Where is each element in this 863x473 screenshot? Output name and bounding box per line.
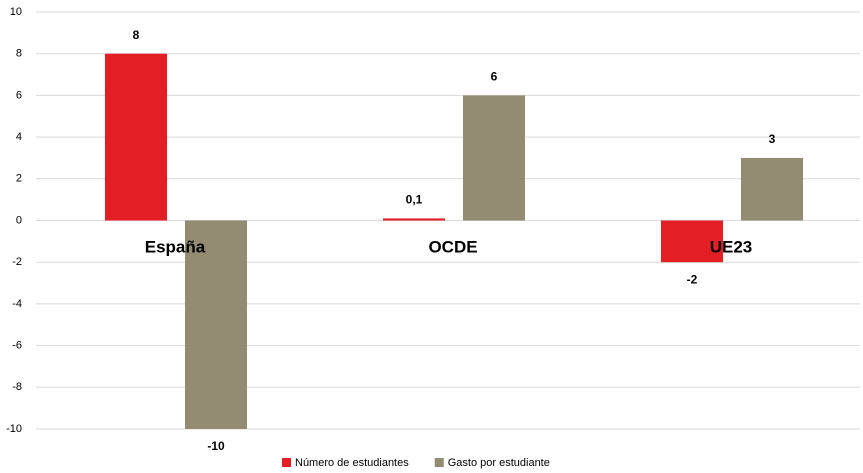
category-label: España	[145, 237, 206, 256]
y-tick-label: 6	[16, 89, 22, 101]
y-tick-label: -10	[6, 423, 22, 435]
y-tick-label: 10	[10, 6, 22, 18]
y-tick-label: -2	[12, 256, 22, 268]
data-label: -10	[207, 439, 225, 453]
category-label: OCDE	[428, 237, 477, 256]
legend-swatch	[282, 458, 291, 467]
y-tick-label: 2	[16, 173, 22, 185]
data-label: 3	[769, 132, 776, 146]
bar	[741, 157, 803, 221]
y-tick-label: -8	[12, 381, 22, 393]
legend-label: Número de estudiantes	[295, 457, 409, 469]
bar	[185, 220, 247, 429]
data-label: 0,1	[406, 193, 423, 207]
y-tick-label: 8	[16, 48, 22, 60]
bar	[463, 95, 525, 221]
bar	[661, 220, 723, 263]
data-label: -2	[687, 272, 698, 286]
bar	[105, 53, 167, 221]
category-label: UE23	[710, 237, 753, 256]
legend-swatch	[434, 458, 444, 467]
y-tick-label: -6	[12, 340, 22, 352]
y-tick-label: 0	[16, 214, 22, 226]
y-tick-label: -4	[12, 298, 22, 310]
data-label: 6	[491, 70, 498, 84]
data-label: 8	[133, 28, 140, 42]
legend-label: Gasto por estudiante	[448, 457, 550, 469]
y-tick-label: 4	[16, 131, 22, 143]
bar	[383, 218, 445, 221]
